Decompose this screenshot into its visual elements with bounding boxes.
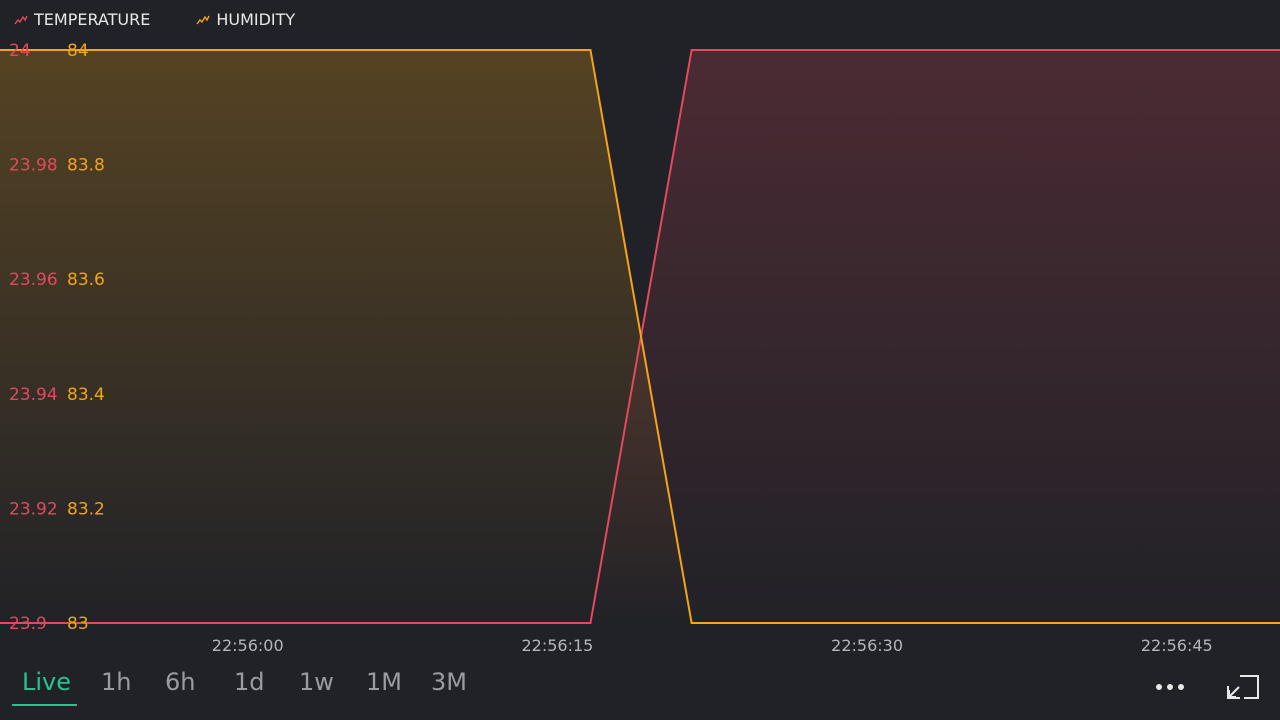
range-tab-3m[interactable]: 3M xyxy=(431,668,467,696)
range-tab-1d[interactable]: 1d xyxy=(234,668,265,696)
humidity-y-tick-label: 83.6 xyxy=(67,270,105,290)
temperature-y-tick-label: 24 xyxy=(9,41,31,61)
range-tab-live[interactable]: Live xyxy=(22,668,72,696)
humidity-y-tick-label: 84 xyxy=(67,41,89,61)
temperature-series-icon xyxy=(14,15,28,24)
temperature-y-tick-label: 23.96 xyxy=(9,270,58,290)
legend-label-temperature: TEMPERATURE xyxy=(34,10,151,29)
range-tab-6h[interactable]: 6h xyxy=(165,668,196,696)
chart-legend: TEMPERATURE HUMIDITY xyxy=(14,10,295,29)
x-tick-label: 22:56:15 xyxy=(521,636,593,655)
humidity-line xyxy=(0,49,1280,624)
x-tick-label: 22:56:30 xyxy=(831,636,903,655)
active-tab-underline xyxy=(12,704,77,706)
range-tab-1h[interactable]: 1h xyxy=(101,668,132,696)
temperature-area xyxy=(0,50,1280,623)
humidity-y-tick-label: 83.8 xyxy=(67,156,105,176)
humidity-area xyxy=(0,50,1280,623)
time-range-bar: Live 1h 6h 1d 1w 1M 3M xyxy=(0,664,1280,720)
humidity-series-icon xyxy=(196,15,210,24)
temperature-y-tick-label: 23.9 xyxy=(9,614,47,634)
humidity-y-tick-label: 83 xyxy=(67,614,89,634)
humidity-y-tick-label: 83.4 xyxy=(67,385,105,405)
legend-item-temperature[interactable]: TEMPERATURE xyxy=(14,10,150,29)
x-tick-label: 22:56:45 xyxy=(1141,636,1213,655)
x-tick-label: 22:56:00 xyxy=(212,636,284,655)
temperature-y-tick-label: 23.98 xyxy=(9,156,58,176)
exit-fullscreen-icon[interactable] xyxy=(1226,674,1260,700)
range-tab-1w[interactable]: 1w xyxy=(299,668,334,696)
temperature-y-tick-label: 23.94 xyxy=(9,385,58,405)
legend-item-humidity[interactable]: HUMIDITY xyxy=(196,10,295,29)
legend-label-humidity: HUMIDITY xyxy=(216,10,296,29)
humidity-y-tick-label: 83.2 xyxy=(67,499,105,519)
range-tab-1m[interactable]: 1M xyxy=(366,668,402,696)
temperature-y-tick-label: 23.92 xyxy=(9,499,58,519)
more-options-icon[interactable] xyxy=(1154,682,1186,692)
